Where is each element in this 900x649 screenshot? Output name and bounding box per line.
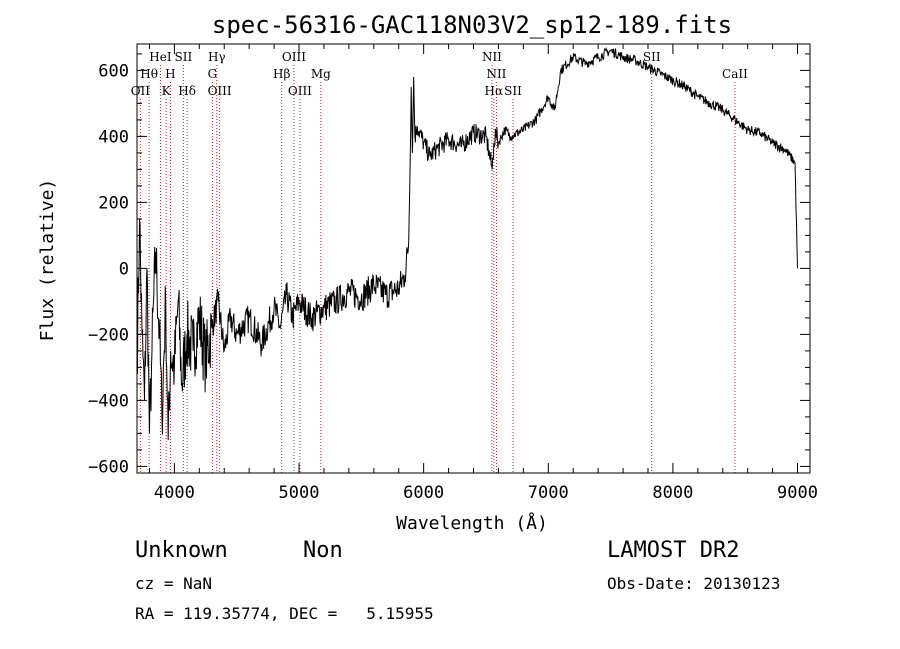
x-tick-label-5: 9000 [777, 483, 818, 503]
line-label-8: G [208, 67, 218, 81]
line-label-19: SII [504, 84, 522, 98]
spectrum-series [136, 46, 798, 441]
line-label-14: K [162, 84, 172, 98]
line-label-18: Hα [485, 84, 504, 98]
y-tick-label-1: −400 [88, 391, 129, 411]
line-label-2: Hγ [208, 50, 226, 64]
line-label-16: OIII [208, 84, 232, 98]
x-tick-label-3: 7000 [528, 483, 569, 503]
y-tick-label-2: −200 [88, 325, 129, 345]
line-label-12: CaII [722, 67, 748, 81]
survey-label: LAMOST DR2 [607, 538, 740, 563]
y-tick-label-3: 0 [119, 259, 129, 279]
x-tick-label-4: 8000 [652, 483, 693, 503]
y-tick-label-6: 600 [98, 61, 129, 81]
cz-value: cz = NaN [135, 574, 213, 593]
line-label-1: SII [175, 50, 193, 64]
line-label-11: NII [486, 67, 506, 81]
x-tick-label-2: 6000 [403, 483, 444, 503]
line-label-9: Hβ [273, 67, 290, 81]
y-tick-label-4: 200 [98, 193, 129, 213]
class-label: Unknown [135, 538, 228, 563]
line-label-13: OII [131, 84, 151, 98]
line-label-15: Hδ [178, 84, 196, 98]
subclass-label: Non [303, 538, 343, 563]
line-label-0: HeI [149, 50, 172, 64]
line-label-10: Mg [311, 67, 331, 81]
x-axis-label: Wavelength (Å) [396, 512, 548, 534]
line-label-4: NII [482, 50, 502, 64]
line-label-5: SII [643, 50, 661, 64]
ra-dec: RA = 119.35774, DEC = 5.15955 [135, 604, 434, 623]
line-label-7: H [165, 67, 175, 81]
y-tick-label-0: −600 [88, 457, 129, 477]
x-tick-label-0: 4000 [154, 483, 195, 503]
obs-date: Obs-Date: 20130123 [607, 574, 781, 593]
y-axis-label: Flux (relative) [37, 179, 58, 342]
spectrum-line [136, 46, 798, 441]
axes: 4000 5000 6000 7000 8000 9000 −600 −400 −200 0 200… [88, 43, 818, 503]
y-tick-label-5: 400 [98, 127, 129, 147]
chart-title: spec-56316-GAC118N03V2_sp12-189.fits [212, 11, 732, 39]
x-tick-label-1: 5000 [279, 483, 320, 503]
line-label-3: OIII [282, 50, 306, 64]
line-label-17: OIII [288, 84, 312, 98]
plot-frame [136, 43, 811, 474]
line-label-6: Hθ [140, 67, 158, 81]
